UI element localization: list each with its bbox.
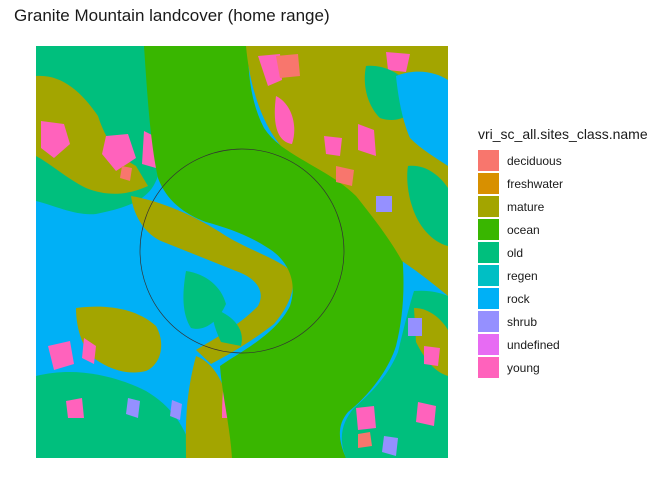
legend-swatch	[478, 219, 499, 240]
sw-mature-band	[76, 306, 162, 373]
legend-label: regen	[507, 268, 538, 283]
legend-label: freshwater	[507, 176, 564, 191]
legend-title: vri_sc_all.sites_class.name	[478, 126, 648, 142]
legend-item-rock: rock	[478, 287, 668, 310]
legend-item-deciduous: deciduous	[478, 149, 668, 172]
se-mature-patches	[414, 308, 448, 376]
legend-label: deciduous	[507, 153, 562, 168]
sw-shrub-patches	[126, 398, 182, 420]
ne-deciduous-patches	[276, 54, 354, 186]
central-old-patches	[183, 271, 242, 346]
legend-label: shrub	[507, 314, 538, 329]
legend-item-young: young	[478, 356, 668, 379]
home-range-circle	[139, 148, 345, 354]
legend-label: mature	[507, 199, 545, 214]
legend-swatch	[478, 196, 499, 217]
legend-item-ocean: ocean	[478, 218, 668, 241]
nw-deciduous-patch	[120, 166, 132, 181]
legend-item-mature: mature	[478, 195, 668, 218]
legend-swatch	[478, 265, 499, 286]
legend-swatch	[478, 150, 499, 171]
legend-item-undefined: undefined	[478, 333, 668, 356]
legend: vri_sc_all.sites_class.name deciduous fre…	[478, 126, 668, 379]
central-mature-band	[131, 196, 294, 364]
se-shrub-patches	[382, 318, 422, 456]
legend-swatch	[478, 311, 499, 332]
legend-item-freshwater: freshwater	[478, 172, 668, 195]
east-rock-area	[396, 71, 448, 166]
legend-item-shrub: shrub	[478, 310, 668, 333]
legend-item-regen: regen	[478, 264, 668, 287]
legend-swatch	[478, 334, 499, 355]
landcover-map	[36, 46, 448, 458]
se-deciduous-patch	[358, 432, 372, 448]
legend-label: ocean	[507, 222, 540, 237]
legend-swatch	[478, 173, 499, 194]
legend-label: undefined	[507, 337, 560, 352]
ne-old-forest	[364, 65, 448, 246]
legend-label: young	[507, 360, 540, 375]
legend-swatch	[478, 357, 499, 378]
sw-old-forest	[36, 371, 194, 458]
legend-swatch	[478, 242, 499, 263]
se-young-patches	[356, 346, 440, 430]
legend-swatch	[478, 288, 499, 309]
legend-items: deciduous freshwater mature ocean old regen ro…	[478, 149, 668, 379]
ocean-channel	[144, 46, 404, 458]
ne-young-patches	[258, 52, 448, 156]
ne-shrub-patches	[376, 196, 392, 212]
legend-label: rock	[507, 291, 530, 306]
south-mature-strip	[185, 356, 236, 458]
map-title: Granite Mountain landcover (home range)	[14, 6, 330, 25]
legend-label: old	[507, 245, 524, 260]
nw-young-patches	[41, 121, 158, 171]
legend-item-old: old	[478, 241, 668, 264]
sw-young-patches	[48, 338, 96, 418]
